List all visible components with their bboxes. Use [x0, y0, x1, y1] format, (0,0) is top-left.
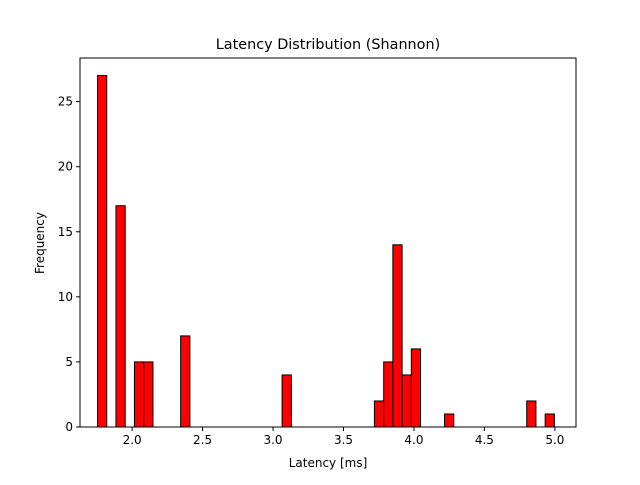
histogram-bar	[281, 374, 292, 428]
x-tick-label: 4.5	[475, 433, 494, 447]
x-tick-label: 4.0	[404, 433, 423, 447]
histogram-bar	[383, 361, 394, 428]
histogram-bar	[373, 400, 385, 428]
y-tick-label: 20	[58, 160, 73, 174]
histogram-bar	[133, 361, 145, 428]
x-axis-ticks: 2.0 2.5 3.0 3.5 4.0 4.5 5.0	[123, 427, 564, 447]
x-axis-label: Latency [ms]	[289, 456, 368, 470]
x-tick-label: 2.0	[123, 433, 142, 447]
y-axis-label: Frequency	[33, 212, 47, 274]
histogram-bar	[115, 205, 126, 428]
y-tick-label: 0	[65, 420, 73, 434]
x-tick-label: 3.5	[334, 433, 353, 447]
y-tick-label: 25	[58, 95, 73, 109]
histogram-bar	[392, 244, 403, 428]
y-tick-label: 15	[58, 225, 73, 239]
histogram-bars	[97, 75, 555, 428]
chart-title: Latency Distribution (Shannon)	[216, 37, 440, 53]
histogram-bar	[526, 400, 537, 428]
y-tick-label: 5	[65, 355, 73, 369]
histogram-bar	[544, 413, 555, 428]
plot-frame	[79, 57, 577, 428]
x-tick-label: 5.0	[545, 433, 564, 447]
histogram-bar	[410, 348, 422, 428]
y-tick-label: 10	[58, 290, 73, 304]
y-axis-ticks: 0 5 10 15 20 25	[58, 95, 80, 434]
x-tick-label: 2.5	[193, 433, 212, 447]
histogram-bar	[97, 75, 108, 428]
histogram-bar	[180, 335, 191, 428]
histogram-bar	[444, 413, 455, 428]
histogram-bar	[143, 361, 154, 428]
histogram-bar	[401, 374, 412, 428]
x-tick-label: 3.0	[263, 433, 282, 447]
